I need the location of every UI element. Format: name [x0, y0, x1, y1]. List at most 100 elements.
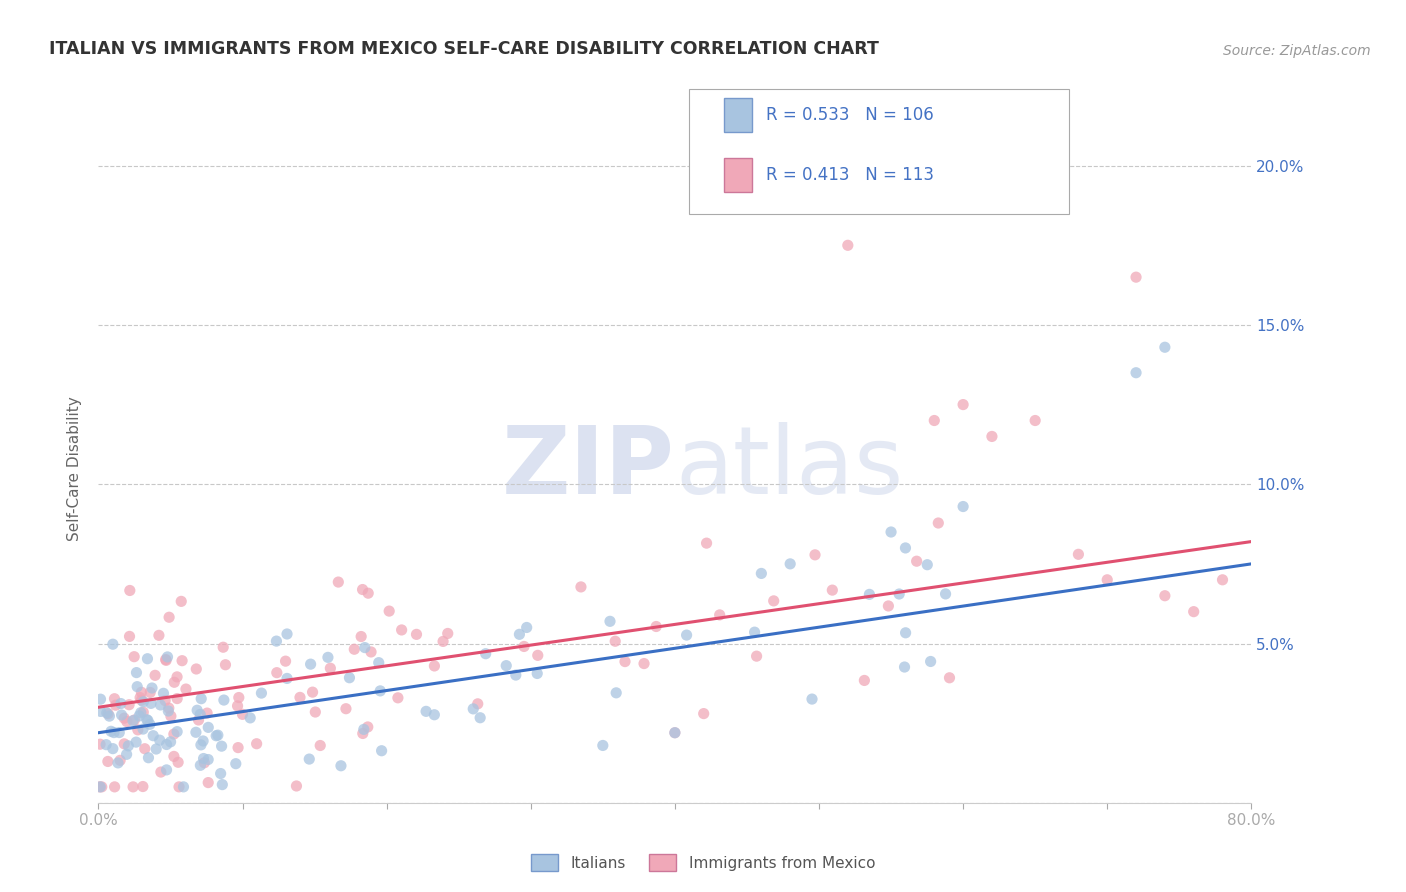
Point: [526, 666, 548, 681]
Point: [96, 706, 118, 720]
Point: [505, 668, 527, 682]
Point: [136, 651, 159, 665]
Point: [207, 728, 229, 742]
Point: [981, 429, 1004, 443]
Point: [935, 587, 957, 601]
Point: [117, 739, 139, 753]
Point: [118, 629, 141, 643]
Point: [894, 541, 917, 555]
Point: [664, 725, 686, 739]
Point: [125, 665, 148, 680]
Point: [391, 623, 413, 637]
Point: [214, 657, 236, 672]
Point: [166, 724, 188, 739]
Point: [110, 697, 132, 711]
Point: [157, 610, 180, 624]
Point: [101, 741, 124, 756]
Text: atlas: atlas: [675, 422, 903, 515]
Point: [298, 752, 321, 766]
Point: [709, 607, 731, 622]
Text: ITALIAN VS IMMIGRANTS FROM MEXICO SELF-CARE DISABILITY CORRELATION CHART: ITALIAN VS IMMIGRANTS FROM MEXICO SELF-C…: [49, 40, 879, 58]
Point: [922, 413, 945, 427]
Point: [526, 648, 548, 663]
Point: [569, 580, 592, 594]
Y-axis label: Self-Care Disability: Self-Care Disability: [67, 396, 83, 541]
Point: [160, 709, 183, 723]
Point: [155, 763, 177, 777]
Point: [108, 725, 131, 739]
Point: [134, 741, 156, 756]
Point: [893, 660, 915, 674]
Point: [172, 780, 194, 794]
Point: [274, 654, 297, 668]
Point: [367, 656, 389, 670]
Point: [387, 690, 409, 705]
Point: [301, 685, 323, 699]
Point: [353, 723, 375, 737]
Point: [693, 706, 716, 721]
Point: [139, 697, 162, 711]
Point: [664, 725, 686, 739]
Point: [927, 516, 949, 530]
Point: [495, 658, 517, 673]
Point: [166, 691, 188, 706]
Point: [132, 722, 155, 736]
Point: [368, 684, 391, 698]
Point: [751, 566, 773, 581]
Point: [122, 780, 145, 794]
Point: [197, 775, 219, 789]
Point: [122, 649, 145, 664]
Point: [205, 729, 228, 743]
Point: [127, 723, 149, 737]
Point: [211, 778, 233, 792]
Point: [170, 594, 193, 608]
Point: [645, 619, 668, 633]
Point: [131, 693, 153, 707]
Point: [779, 557, 801, 571]
Point: [319, 661, 342, 675]
Point: [905, 554, 928, 568]
Point: [187, 713, 209, 727]
Point: [100, 724, 122, 739]
Point: [136, 714, 159, 728]
Point: [103, 725, 125, 739]
Point: [266, 634, 288, 648]
Point: [124, 713, 146, 727]
Point: [132, 780, 155, 794]
Point: [343, 642, 366, 657]
Point: [328, 575, 350, 590]
Point: [212, 640, 235, 655]
Point: [266, 665, 288, 680]
Point: [145, 742, 167, 756]
Point: [153, 693, 176, 707]
Point: [163, 749, 186, 764]
Point: [139, 717, 162, 731]
Point: [166, 670, 188, 684]
Point: [250, 686, 273, 700]
Point: [163, 727, 186, 741]
Point: [195, 706, 218, 720]
Point: [115, 714, 138, 729]
Point: [112, 737, 135, 751]
Point: [231, 707, 253, 722]
Point: [329, 758, 352, 772]
Point: [801, 692, 824, 706]
Point: [423, 707, 446, 722]
Point: [288, 690, 311, 705]
Point: [1125, 270, 1147, 285]
Point: [920, 655, 942, 669]
Point: [211, 739, 233, 753]
Point: [155, 652, 177, 666]
Point: [432, 634, 454, 648]
Point: [309, 739, 332, 753]
Point: [614, 655, 637, 669]
Point: [880, 524, 903, 539]
Point: [108, 753, 131, 767]
Point: [132, 695, 155, 709]
Point: [889, 587, 911, 601]
Point: [98, 709, 121, 723]
Point: [115, 747, 138, 762]
Point: [415, 704, 437, 718]
Point: [1153, 340, 1175, 354]
Point: [228, 690, 250, 705]
